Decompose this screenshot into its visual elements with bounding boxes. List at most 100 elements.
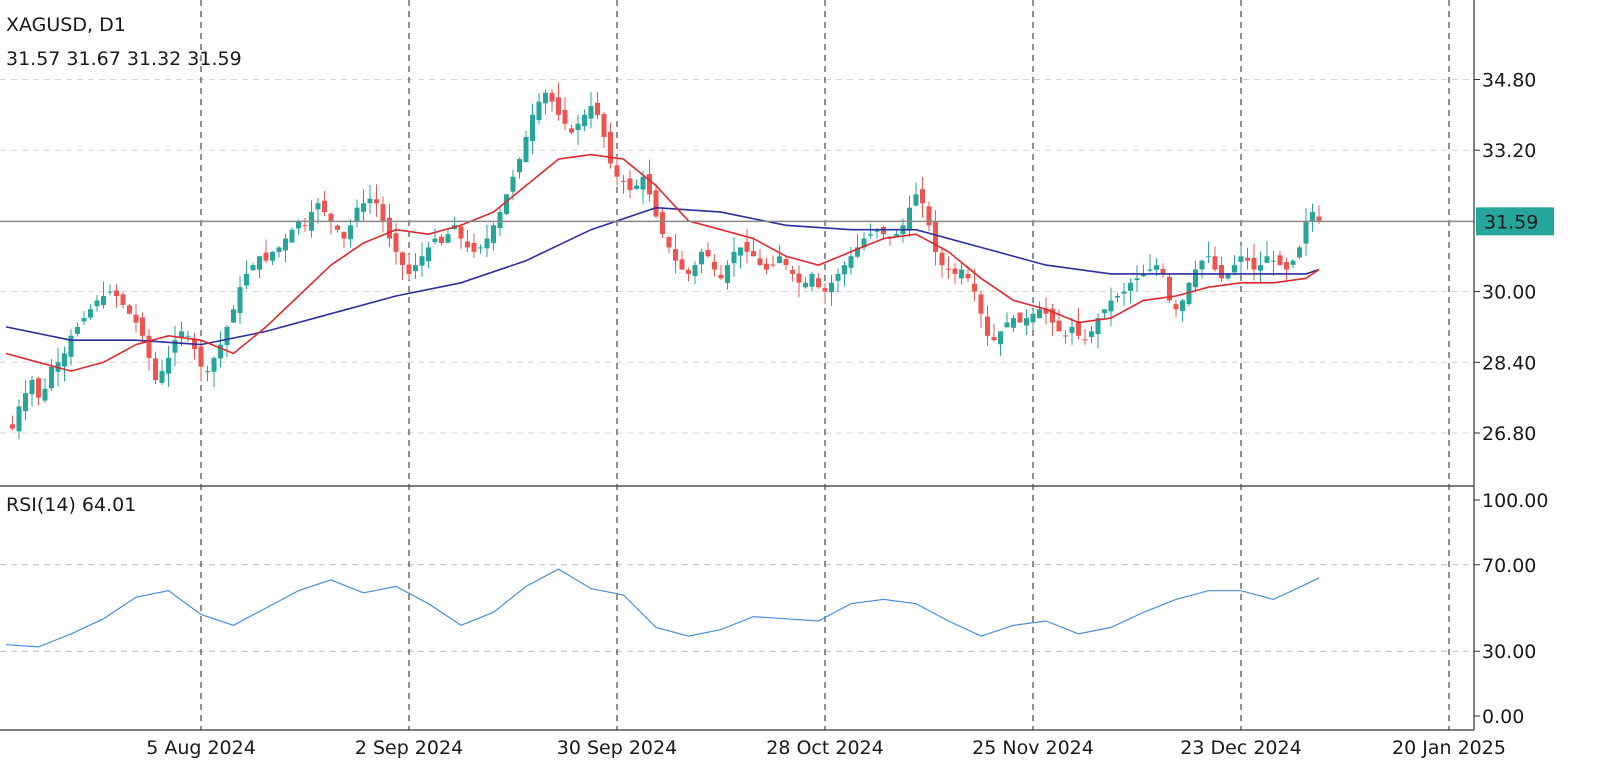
candle [1102, 309, 1107, 319]
candle [1037, 301, 1042, 319]
candle [42, 378, 48, 404]
candle-body [621, 180, 626, 182]
candle [712, 254, 717, 277]
candle [783, 257, 789, 271]
candle [861, 232, 867, 251]
candle-body [432, 238, 438, 243]
candle-body [387, 217, 392, 239]
candle [478, 244, 483, 254]
candle [946, 256, 951, 279]
candle-body [939, 252, 945, 266]
candle [1024, 309, 1029, 335]
candle-body [868, 234, 873, 236]
candle-body [1180, 300, 1185, 312]
candle-body [146, 335, 152, 358]
candle [172, 325, 178, 367]
candle [94, 294, 100, 312]
candle [289, 227, 295, 243]
candle-body [848, 256, 854, 268]
candle [1251, 243, 1257, 281]
candle-body [374, 199, 379, 204]
rsi-label: RSI(14) 64.01 [6, 494, 137, 516]
rsi-tick-label: 0.00 [1482, 706, 1524, 728]
candle-body [1024, 318, 1029, 326]
candle [575, 114, 581, 145]
candle-body [712, 261, 717, 270]
candle [49, 359, 54, 391]
candle [692, 261, 698, 285]
candle [1147, 254, 1153, 273]
candle [1297, 245, 1302, 260]
candle [426, 241, 431, 269]
candle [504, 193, 509, 215]
y-tick-label: 26.80 [1482, 423, 1536, 445]
candle-body [16, 406, 22, 432]
candle-body [952, 268, 958, 274]
candle-body [764, 263, 769, 270]
candle [1043, 297, 1049, 325]
candle-body [1011, 318, 1016, 328]
candle [1284, 257, 1289, 280]
candle-body [556, 97, 561, 115]
candle [855, 234, 860, 259]
x-tick-label: 23 Dec 2024 [1180, 737, 1301, 759]
candle-body [75, 326, 80, 334]
candle [1050, 304, 1055, 337]
candle [790, 266, 795, 282]
candle [679, 251, 685, 271]
candle-body [1004, 322, 1010, 328]
candle-body [666, 236, 672, 248]
candle-body [816, 278, 821, 288]
candle [1011, 315, 1016, 333]
candle-body [634, 185, 639, 189]
candle [777, 245, 782, 264]
x-tick-label: 28 Oct 2024 [766, 737, 883, 759]
candle-body [920, 189, 925, 204]
candle-body [1225, 273, 1231, 279]
candle-body [328, 213, 334, 221]
candle [263, 239, 269, 263]
candle-body [1056, 320, 1062, 332]
candle [166, 346, 171, 387]
candle [1193, 260, 1198, 293]
rsi-line [5, 568, 1320, 648]
candle [536, 93, 542, 125]
candle [1082, 328, 1088, 345]
candle [660, 206, 665, 238]
candle-body [29, 379, 35, 395]
candle-body [491, 225, 496, 244]
candle-body [770, 264, 776, 266]
candle [1199, 259, 1205, 279]
candle-body [497, 212, 503, 229]
candle [822, 283, 828, 305]
candle [185, 330, 191, 343]
symbol-label: XAGUSD, D1 [6, 14, 126, 36]
candle-body [803, 282, 808, 288]
x-tick-label: 5 Aug 2024 [146, 737, 256, 759]
candle [985, 305, 990, 346]
candle [1017, 312, 1023, 323]
candle [1219, 256, 1224, 283]
candle-body [218, 344, 223, 359]
candle [101, 281, 106, 309]
candle [933, 210, 938, 266]
candle-body [1271, 260, 1276, 262]
candle [907, 195, 912, 238]
candle [361, 189, 366, 223]
candle [1121, 282, 1127, 307]
candle-body [523, 136, 529, 163]
candle [926, 201, 932, 232]
candle-body [263, 252, 269, 261]
candle [1115, 292, 1120, 303]
candle-body [647, 173, 652, 195]
candle [1271, 250, 1276, 276]
candle [1154, 258, 1159, 276]
candle-body [783, 259, 789, 266]
candle-body [406, 264, 412, 274]
candle [328, 212, 334, 235]
candle-body [127, 305, 132, 314]
candle-body [1212, 256, 1218, 270]
candle-body [738, 247, 743, 256]
candle-body [595, 102, 600, 115]
